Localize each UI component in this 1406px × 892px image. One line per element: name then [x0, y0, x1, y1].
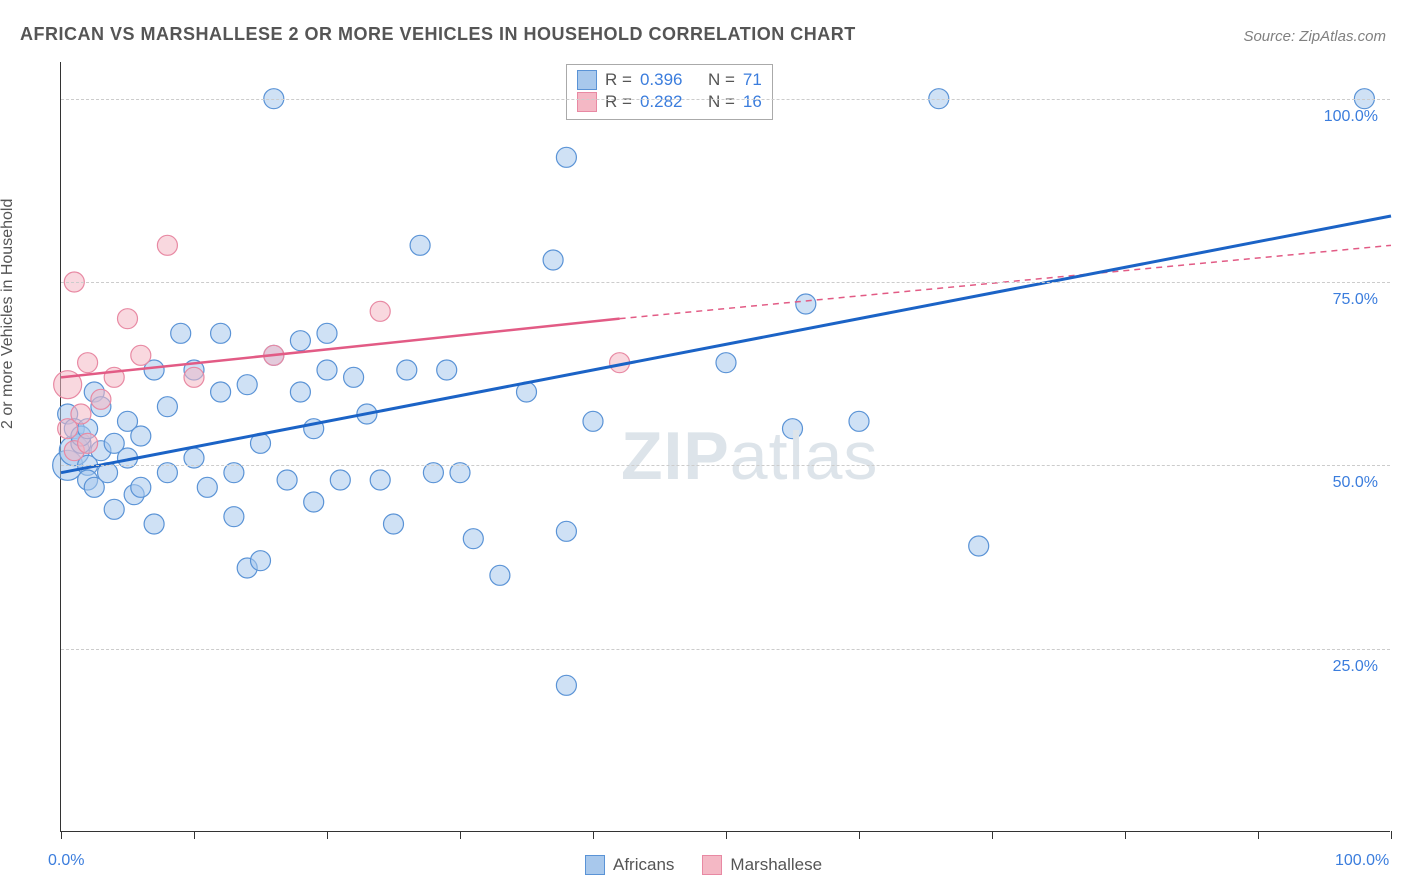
data-point-africans: [370, 470, 390, 490]
legend-swatch-marshallese: [702, 855, 722, 875]
scatter-svg: [61, 62, 1391, 832]
x-tick-label: 100.0%: [1335, 852, 1389, 870]
info-row-marshallese: R = 0.282 N = 16: [577, 91, 762, 113]
r-value-africans: 0.396: [640, 70, 683, 90]
data-point-africans: [290, 382, 310, 402]
data-point-marshallese: [157, 235, 177, 255]
trendline-africans: [61, 216, 1391, 473]
gridline: [61, 465, 1390, 466]
bottom-legend: Africans Marshallese: [585, 855, 822, 875]
x-tick: [327, 831, 328, 839]
data-point-africans: [211, 382, 231, 402]
data-point-africans: [583, 411, 603, 431]
data-point-africans: [410, 235, 430, 255]
gridline: [61, 649, 1390, 650]
legend-label-marshallese: Marshallese: [730, 855, 822, 875]
y-tick-label: 25.0%: [1333, 658, 1378, 676]
data-point-africans: [290, 331, 310, 351]
gridline: [61, 99, 1390, 100]
data-point-africans: [224, 507, 244, 527]
data-point-africans: [157, 397, 177, 417]
data-point-africans: [197, 477, 217, 497]
data-point-africans: [330, 470, 350, 490]
r-label: R =: [605, 92, 632, 112]
data-point-africans: [131, 426, 151, 446]
correlation-info-box: R = 0.396 N = 71 R = 0.282 N = 16: [566, 64, 773, 120]
legend-label-africans: Africans: [613, 855, 674, 875]
data-point-marshallese: [184, 367, 204, 387]
n-value-marshallese: 16: [743, 92, 762, 112]
data-point-africans: [144, 514, 164, 534]
x-tick: [859, 831, 860, 839]
data-point-marshallese: [71, 404, 91, 424]
chart-plot-area: ZIPatlas R = 0.396 N = 71 R = 0.282 N = …: [60, 62, 1390, 832]
data-point-marshallese: [78, 433, 98, 453]
data-point-africans: [344, 367, 364, 387]
x-tick: [593, 831, 594, 839]
data-point-africans: [556, 521, 576, 541]
data-point-marshallese: [370, 301, 390, 321]
data-point-africans: [556, 147, 576, 167]
x-tick: [1125, 831, 1126, 839]
n-label: N =: [708, 70, 735, 90]
x-tick: [726, 831, 727, 839]
data-point-africans: [796, 294, 816, 314]
y-axis-label: 2 or more Vehicles in Household: [0, 199, 17, 429]
data-point-africans: [783, 419, 803, 439]
data-point-africans: [490, 565, 510, 585]
data-point-africans: [317, 323, 337, 343]
x-tick: [61, 831, 62, 839]
data-point-africans: [437, 360, 457, 380]
x-tick: [194, 831, 195, 839]
data-point-africans: [317, 360, 337, 380]
data-point-africans: [171, 323, 191, 343]
data-point-africans: [251, 551, 271, 571]
legend-item-africans: Africans: [585, 855, 674, 875]
data-point-africans: [556, 675, 576, 695]
legend-item-marshallese: Marshallese: [702, 855, 822, 875]
data-point-africans: [104, 499, 124, 519]
chart-title: AFRICAN VS MARSHALLESE 2 OR MORE VEHICLE…: [20, 24, 856, 45]
y-tick-label: 50.0%: [1333, 474, 1378, 492]
x-tick: [1258, 831, 1259, 839]
n-value-africans: 71: [743, 70, 762, 90]
source-label: Source: ZipAtlas.com: [1243, 28, 1386, 45]
data-point-africans: [237, 375, 257, 395]
legend-swatch-africans: [585, 855, 605, 875]
data-point-africans: [277, 470, 297, 490]
x-tick: [992, 831, 993, 839]
swatch-africans: [577, 70, 597, 90]
data-point-africans: [384, 514, 404, 534]
data-point-marshallese: [131, 345, 151, 365]
info-row-africans: R = 0.396 N = 71: [577, 69, 762, 91]
swatch-marshallese: [577, 92, 597, 112]
data-point-marshallese: [91, 389, 111, 409]
y-tick-label: 100.0%: [1324, 108, 1378, 126]
gridline: [61, 282, 1390, 283]
x-tick-label: 0.0%: [48, 852, 84, 870]
data-point-africans: [304, 492, 324, 512]
data-point-africans: [463, 529, 483, 549]
data-point-africans: [131, 477, 151, 497]
x-tick: [460, 831, 461, 839]
data-point-africans: [211, 323, 231, 343]
data-point-marshallese: [118, 309, 138, 329]
data-point-marshallese: [78, 353, 98, 373]
y-tick-label: 75.0%: [1333, 291, 1378, 309]
n-label: N =: [708, 92, 735, 112]
x-tick: [1391, 831, 1392, 839]
data-point-africans: [969, 536, 989, 556]
r-value-marshallese: 0.282: [640, 92, 683, 112]
data-point-africans: [849, 411, 869, 431]
data-point-africans: [397, 360, 417, 380]
data-point-africans: [716, 353, 736, 373]
data-point-africans: [543, 250, 563, 270]
r-label: R =: [605, 70, 632, 90]
